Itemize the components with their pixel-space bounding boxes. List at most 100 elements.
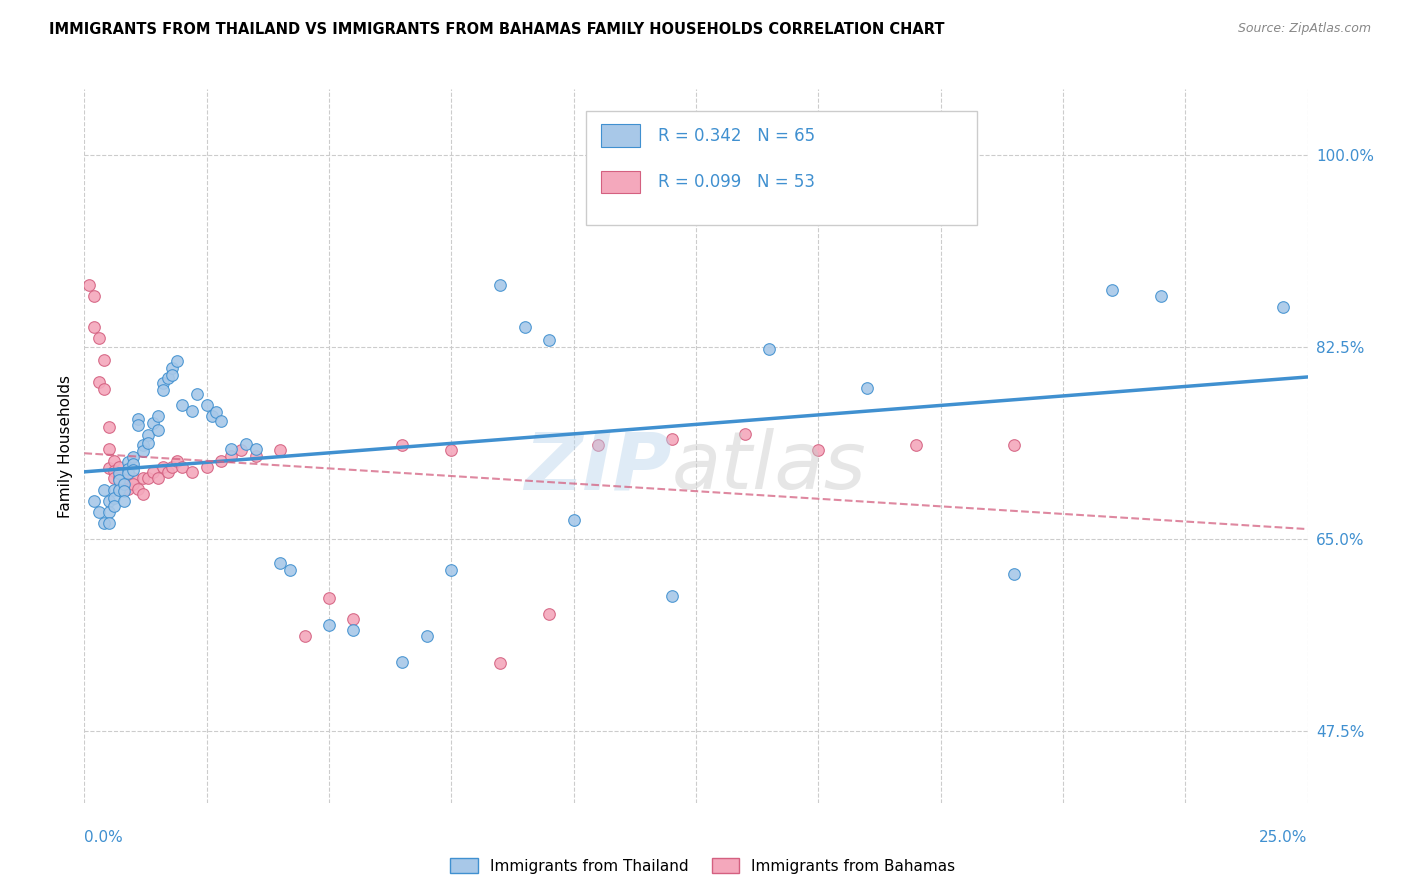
Point (391, 438, 413, 452)
Point (112, 483, 135, 498)
Point (83, 288, 105, 302)
Point (103, 491, 125, 505)
Point (489, 657, 512, 671)
Point (83, 494, 105, 508)
Point (152, 383, 174, 397)
Point (269, 557, 291, 571)
Point (229, 443, 252, 458)
Point (235, 437, 257, 451)
Point (146, 471, 169, 485)
Y-axis label: Family Households: Family Households (58, 375, 73, 517)
Point (112, 471, 135, 485)
Point (219, 449, 242, 463)
Point (97, 505, 120, 519)
Point (156, 466, 179, 480)
Point (152, 459, 174, 474)
Point (142, 416, 165, 430)
Text: ZIP: ZIP (524, 428, 672, 507)
Point (209, 454, 232, 468)
Point (117, 455, 139, 469)
Point (127, 411, 149, 425)
Point (294, 629, 316, 643)
Point (1002, 438, 1025, 452)
Point (122, 463, 145, 477)
Point (136, 435, 159, 450)
Point (562, 512, 585, 526)
Point (107, 483, 129, 497)
Point (172, 459, 194, 474)
Point (152, 376, 174, 391)
Point (342, 612, 364, 626)
Point (146, 409, 169, 424)
Point (136, 471, 159, 485)
Point (107, 473, 129, 487)
Point (440, 443, 463, 458)
Point (112, 482, 135, 496)
Point (1101, 283, 1123, 297)
Point (87, 331, 110, 345)
Point (245, 442, 267, 457)
Point (97, 461, 120, 475)
Point (758, 343, 780, 357)
Point (209, 414, 232, 428)
Point (117, 467, 139, 481)
Point (93, 382, 115, 396)
Point (205, 405, 228, 419)
Point (905, 438, 928, 452)
Point (93, 353, 115, 368)
Text: Source: ZipAtlas.com: Source: ZipAtlas.com (1237, 22, 1371, 36)
Point (186, 387, 208, 401)
Text: R = 0.099   N = 53: R = 0.099 N = 53 (658, 173, 815, 191)
Text: 0.0%: 0.0% (84, 830, 124, 846)
Point (219, 442, 242, 457)
Point (103, 483, 125, 497)
Point (146, 423, 169, 437)
Point (245, 449, 267, 463)
Point (112, 494, 135, 508)
Point (93, 483, 115, 497)
Point (136, 428, 159, 442)
Point (107, 471, 129, 485)
Point (538, 333, 561, 347)
Point (117, 462, 139, 476)
Point (122, 457, 145, 471)
Point (162, 368, 184, 382)
Legend: Immigrants from Thailand, Immigrants from Bahamas: Immigrants from Thailand, Immigrants fro… (444, 852, 962, 880)
Point (586, 438, 609, 452)
Point (342, 624, 364, 638)
Point (856, 381, 879, 395)
Point (513, 320, 536, 334)
Point (103, 500, 125, 514)
Point (278, 563, 301, 577)
Point (97, 516, 120, 530)
Point (127, 418, 149, 433)
Point (103, 471, 125, 485)
Point (391, 655, 413, 669)
Point (103, 464, 125, 478)
Point (97, 494, 120, 508)
Point (318, 618, 340, 632)
Point (132, 471, 155, 485)
Point (107, 459, 129, 474)
Point (127, 482, 149, 496)
Point (807, 443, 830, 458)
Point (172, 398, 194, 412)
Point (195, 459, 218, 474)
Point (97, 420, 120, 434)
Point (122, 450, 145, 464)
Text: R = 0.342   N = 65: R = 0.342 N = 65 (658, 127, 815, 145)
Point (107, 467, 129, 481)
Point (77, 277, 100, 292)
Point (87, 505, 110, 519)
Point (318, 591, 340, 605)
Bar (600, 124, 640, 147)
Point (112, 477, 135, 491)
Point (122, 471, 145, 485)
Point (97, 442, 120, 457)
Point (661, 433, 683, 447)
Point (132, 438, 155, 452)
Point (142, 466, 165, 480)
FancyBboxPatch shape (586, 111, 977, 225)
Point (166, 454, 188, 468)
Text: atlas: atlas (672, 428, 866, 507)
